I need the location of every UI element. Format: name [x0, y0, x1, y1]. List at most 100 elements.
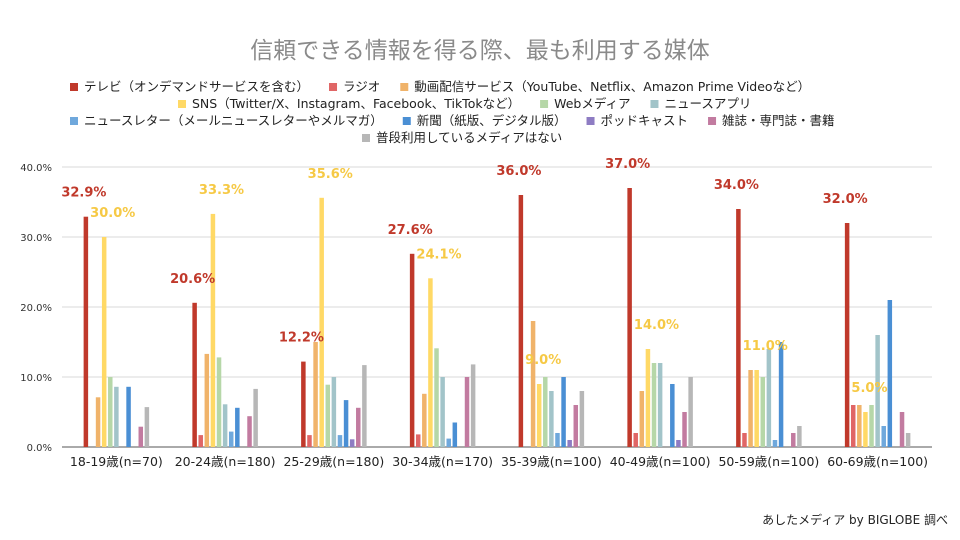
legend-item: テレビ（オンデマンドサービスを含む）	[70, 79, 309, 94]
data-label: 37.0%	[605, 157, 650, 172]
bar	[325, 384, 331, 447]
legend-item: ラジオ	[329, 79, 380, 94]
legend-swatch	[708, 117, 717, 125]
y-tick-label: 10.0%	[20, 373, 52, 384]
legend-swatch	[329, 83, 338, 91]
bar	[736, 209, 741, 447]
bar	[573, 405, 579, 447]
bar	[645, 349, 651, 447]
bar	[216, 357, 222, 447]
bar	[530, 321, 536, 447]
legend-item: 動画配信サービス（YouTube、Netflix、Amazon Prime Vi…	[400, 79, 810, 94]
data-label: 24.1%	[416, 247, 461, 262]
data-label: 33.3%	[199, 183, 244, 198]
bar	[748, 370, 753, 447]
bar	[356, 407, 361, 447]
legend-item: ニュースレター（メールニュースレターやメルマガ）	[70, 113, 383, 128]
data-label: 32.9%	[61, 186, 106, 201]
bar	[422, 393, 427, 447]
x-tick-label: 40-49歳(n=100)	[610, 454, 711, 469]
legend-label: ニュースレター（メールニュースレターやメルマガ）	[84, 113, 383, 128]
bar	[869, 405, 874, 447]
x-tick-label: 30-34歳(n=170)	[392, 454, 493, 469]
legend-item: ニュースアプリ	[650, 96, 751, 111]
legend-swatch	[586, 117, 595, 125]
bar	[567, 440, 572, 447]
bar	[670, 384, 675, 447]
bar	[235, 407, 240, 447]
bar	[198, 435, 203, 447]
bar	[881, 426, 886, 447]
legend: テレビ（オンデマンドサービスを含む） ラジオ 動画配信サービス（YouTube、Ne…	[70, 79, 835, 145]
legend-label: ラジオ	[343, 79, 380, 94]
legend-swatch	[400, 83, 409, 91]
bar	[247, 416, 252, 447]
bar	[579, 391, 585, 447]
bar	[210, 213, 216, 447]
x-tick-label: 60-69歳(n=100)	[827, 454, 928, 469]
bar	[688, 377, 693, 447]
bar	[791, 433, 796, 447]
bar	[138, 426, 144, 447]
bar	[362, 365, 367, 447]
y-tick-label: 0.0%	[27, 443, 52, 454]
bar	[543, 377, 548, 447]
legend-item: 新聞（紙版、デジタル版）	[402, 113, 567, 128]
bar	[778, 342, 784, 447]
source-note: あしたメディア by BIGLOBE 調べ	[762, 512, 948, 527]
legend-swatch	[362, 134, 370, 142]
legend-label: 新聞（紙版、デジタル版）	[417, 113, 567, 128]
legend-swatch	[70, 83, 78, 91]
legend-swatch	[70, 117, 78, 125]
bar	[676, 440, 681, 447]
x-tick-label: 18-19歳(n=70)	[70, 454, 163, 469]
bar	[887, 300, 893, 447]
bar	[875, 335, 880, 447]
bar	[253, 388, 258, 447]
bar	[899, 412, 905, 447]
bar	[95, 397, 101, 447]
x-tick-label: 35-39歳(n=100)	[501, 454, 602, 469]
bar	[446, 438, 451, 447]
y-tick-label: 20.0%	[20, 303, 52, 314]
bar	[108, 377, 113, 447]
bar	[536, 384, 542, 447]
bar	[555, 433, 560, 447]
bar	[337, 435, 343, 447]
bar	[83, 216, 89, 447]
bar	[651, 363, 657, 447]
bar	[561, 377, 566, 447]
bar	[850, 405, 856, 447]
bar	[797, 426, 802, 447]
legend-item: SNS（Twitter/X、Instagram、Facebook、TikTokな…	[178, 96, 520, 111]
data-label: 34.0%	[714, 178, 759, 193]
legend-item: 雑誌・専門誌・書籍	[708, 113, 835, 128]
bar	[349, 439, 355, 447]
bar	[470, 364, 476, 447]
bar	[440, 377, 445, 447]
data-label: 35.6%	[308, 167, 353, 182]
bar	[307, 435, 312, 447]
bar	[844, 223, 850, 447]
bar	[766, 349, 772, 447]
bar	[409, 253, 415, 447]
legend-label: テレビ（オンデマンドサービスを含む）	[84, 79, 309, 94]
data-label: 14.0%	[634, 318, 679, 333]
bar	[464, 377, 470, 447]
bar	[319, 197, 324, 447]
bar	[905, 433, 911, 447]
bar	[633, 433, 638, 447]
bar	[331, 377, 337, 447]
legend-swatch	[402, 117, 411, 125]
x-tick-label: 20-24歳(n=180)	[175, 454, 276, 469]
bar	[114, 386, 119, 447]
bar	[682, 412, 687, 447]
data-label: 5.0%	[851, 381, 887, 396]
legend-item: ポッドキャスト	[586, 113, 688, 128]
bar	[639, 391, 645, 447]
bar	[657, 363, 663, 447]
data-label: 32.0%	[823, 192, 868, 207]
y-tick-label: 30.0%	[20, 233, 52, 244]
data-label: 9.0%	[525, 353, 561, 368]
